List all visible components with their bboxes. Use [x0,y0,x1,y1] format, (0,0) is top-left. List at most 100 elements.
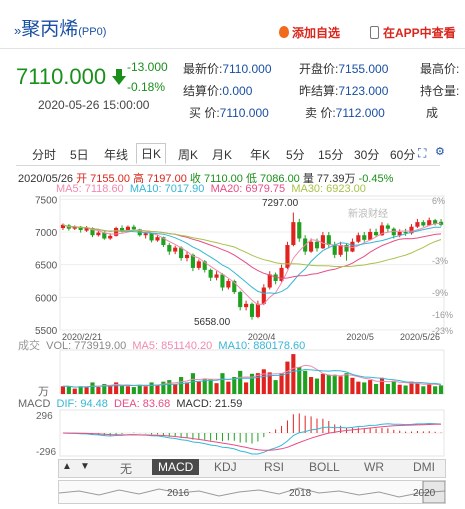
instrument-name: 聚丙烯 [21,19,79,40]
tab-timeshare[interactable]: 分时 [32,148,57,162]
candle-body [214,274,219,278]
volume-legend: 成交 VOL: 773919.00 MA5: 851140.20 MA10: 8… [18,340,306,352]
candle-body [314,241,320,249]
candle-body [202,261,207,270]
add-watchlist-button[interactable]: 添加自选 [279,24,340,41]
field-prev-settle: 昨结算:7123.000 [299,84,389,98]
tab-monthly-k[interactable]: 月K [212,148,233,162]
dea-line [62,423,441,451]
volume-bar [255,373,260,394]
indicator-rsi[interactable]: RSI [264,460,285,474]
tab-15min[interactable]: 15分 [318,148,344,162]
volume-bar [273,380,278,394]
candle-body [149,233,154,241]
candle-body [303,238,308,252]
range-navigator[interactable]: 2016 2018 2020 [58,480,446,504]
candle-body [261,287,266,304]
pct-tick-label: -3% [432,256,448,266]
ma5-line [62,222,442,306]
volume-bar [244,382,249,394]
candle-body [196,261,201,268]
y-tick-label: 6000 [35,293,58,304]
vol-ma10-line [63,368,442,388]
tab-5day[interactable]: 5日 [70,148,89,162]
vol-ma5-line [63,364,442,388]
volume-bar [190,373,195,394]
candle-body [362,235,367,240]
volume-bar [90,382,95,394]
ma-legend: MA5: 7118.60 MA10: 7017.90 MA20: 6979.75… [56,183,366,195]
volume-bar [249,373,255,394]
candle-body [344,245,349,252]
volume-bar [202,379,207,394]
candle-body [379,225,385,236]
fullscreen-icon[interactable]: ⛶ [418,146,427,160]
field-open: 开盘价:7155.000 [299,62,389,76]
volume-bar [285,361,290,394]
indicator-kdj[interactable]: KDJ [214,460,237,474]
candle-body [368,231,373,240]
settings-icon[interactable]: ⚙ [435,146,445,158]
quote-datetime: 2020-05-26 15:00:00 [38,98,150,112]
candle-body [373,231,379,236]
candle-body [285,245,290,268]
volume-bar [332,374,337,394]
candle-body [184,254,190,259]
tab-30min[interactable]: 30分 [354,148,380,162]
volume-bar [108,386,113,394]
candle-body [332,245,337,255]
volume-bar [220,373,225,394]
field-volume: 成 [426,106,439,120]
volume-bar [60,386,66,394]
volume-bar [350,377,355,394]
volume-bar [385,383,390,394]
indicator-boll[interactable]: BOLL [309,460,340,474]
watermark-logo: 新浪财经 [348,209,388,220]
candle-body [108,235,113,239]
tab-daily-k[interactable]: 日K [136,143,167,164]
volume-bar [438,385,444,394]
indicator-dmi[interactable]: DMI [413,460,435,474]
pct-tick-label: -9% [432,288,448,298]
tab-60min[interactable]: 60分 [390,148,416,162]
volume-bar [309,377,314,394]
field-bid: 买 价:7110.000 [189,106,269,120]
volume-bar [297,366,302,394]
open-in-app-button[interactable]: 在APP中查看 [370,24,456,41]
chevron-right-icon: » [14,23,22,38]
volume-bar [433,386,438,394]
tab-5min[interactable]: 5分 [286,148,305,162]
candle-body [273,274,278,281]
candle-body [427,220,432,226]
x-tick-label: 2020/5 [346,332,374,342]
y-tick-label: 7000 [35,228,58,239]
candle-body [137,229,142,236]
tab-yearly-k[interactable]: 年K [250,148,271,162]
next-indicator-icon[interactable]: ▼ [80,461,90,472]
volume-bar [232,377,237,394]
candle-body [244,303,249,308]
ma20-line [62,224,442,279]
candle-body [226,280,231,288]
macd-legend: MACD DIF: 94.48 DEA: 83.68 MACD: 21.59 [18,398,243,410]
dif-line [62,422,442,455]
candle-body [309,241,314,252]
volume-bar [314,378,320,394]
candle-body [279,267,284,281]
indicator-none[interactable]: 无 [120,462,133,476]
header-bar [0,0,465,49]
volume-bar [391,380,396,394]
candle-body [267,274,272,288]
indicator-wr[interactable]: WR [364,460,384,474]
candle-body [66,225,71,229]
candle-body [255,303,260,317]
indicator-macd[interactable]: MACD [152,459,200,475]
tab-weekly-k[interactable]: 周K [178,148,199,162]
volume-bar [84,387,89,394]
prev-indicator-icon[interactable]: ▲ [62,461,72,472]
nav-year: 2020 [413,488,436,499]
candle-body [220,274,225,288]
tab-year-line[interactable]: 年线 [104,148,129,162]
volume-bar [66,386,71,394]
